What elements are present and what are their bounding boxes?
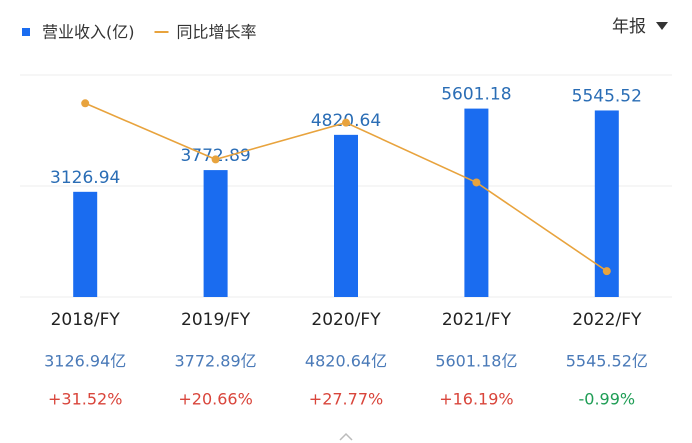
legend-swatch <box>22 28 30 36</box>
period-selector[interactable]: 年报 <box>612 17 646 37</box>
table-growth: +20.66% <box>178 390 252 409</box>
bar-value-label: 3126.94 <box>50 168 120 188</box>
bar <box>203 170 228 297</box>
bar <box>73 191 98 297</box>
bar-value-label: 5601.18 <box>441 85 511 105</box>
x-tick-label: 2018/FY <box>51 310 121 330</box>
bar <box>464 108 489 297</box>
dropdown-arrow[interactable] <box>656 22 668 30</box>
x-tick-label: 2021/FY <box>442 310 512 330</box>
x-tick-label: 2019/FY <box>181 310 251 330</box>
x-tick-label: 2022/FY <box>572 310 642 330</box>
growth-point <box>602 267 611 276</box>
expand-chevron[interactable] <box>339 432 353 441</box>
table-value: 3772.89亿 <box>175 352 257 371</box>
x-tick-label: 2020/FY <box>311 310 381 330</box>
table-value: 5545.52亿 <box>566 352 648 371</box>
growth-point <box>211 155 220 164</box>
table-value: 5601.18亿 <box>435 352 517 371</box>
table-value: 3126.94亿 <box>44 352 126 371</box>
table-growth: -0.99% <box>578 390 635 409</box>
legend-label: 同比增长率 <box>177 23 257 42</box>
table-growth: +31.52% <box>48 390 122 409</box>
growth-point <box>81 99 90 108</box>
legend-label: 营业收入(亿) <box>42 23 135 42</box>
growth-point <box>472 178 481 187</box>
table-value: 4820.64亿 <box>305 352 387 371</box>
bar <box>334 134 358 297</box>
table-growth: +16.19% <box>439 390 513 409</box>
growth-point <box>342 118 350 127</box>
table-growth: +27.77% <box>309 390 383 409</box>
bar-value-label: 5545.52 <box>572 86 642 106</box>
